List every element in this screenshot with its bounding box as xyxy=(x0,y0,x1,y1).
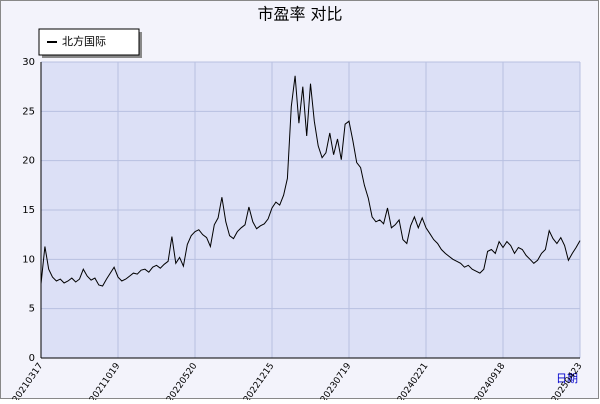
y-tick-label: 10 xyxy=(22,254,35,265)
x-axis-label: 日期 xyxy=(556,372,578,385)
y-tick-label: 0 xyxy=(29,353,35,364)
series-line xyxy=(40,75,581,287)
legend-label: 北方国际 xyxy=(62,34,106,48)
y-tick-label: 25 xyxy=(22,106,35,117)
y-tick-label: 5 xyxy=(29,304,35,315)
chart-title: 市盈率 对比 xyxy=(257,5,342,24)
y-tick-label: 30 xyxy=(22,57,35,68)
y-tick-label: 20 xyxy=(22,156,35,167)
y-tick-label: 15 xyxy=(22,205,35,216)
legend xyxy=(38,28,140,56)
